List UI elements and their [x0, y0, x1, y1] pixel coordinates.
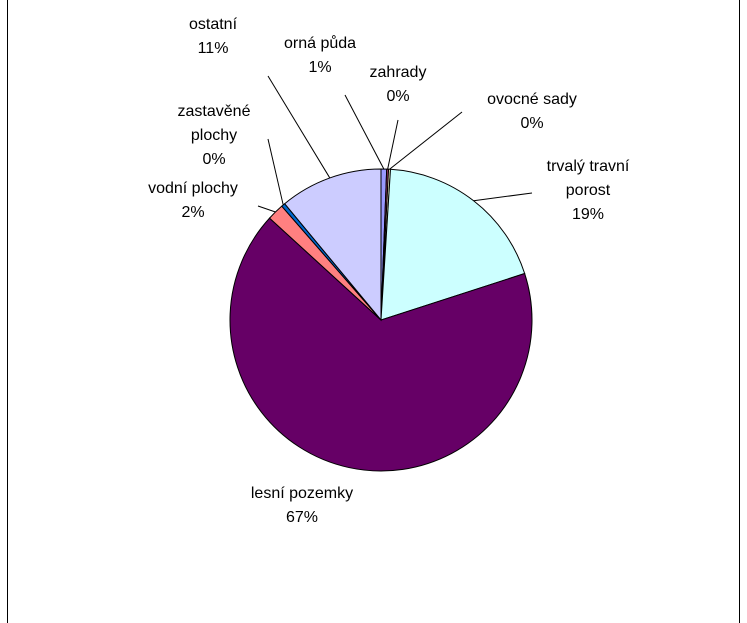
- slice-label: ostatní 11%: [189, 16, 238, 57]
- leader-line: [344, 94, 385, 170]
- slice-label: ovocné sady 0%: [487, 91, 577, 132]
- leader-line: [473, 192, 533, 202]
- pie-slice: [380, 168, 526, 321]
- chart-frame: [7, 0, 740, 623]
- slice-label: orná půda 1%: [284, 34, 356, 76]
- leader-line: [257, 205, 276, 213]
- slice-label: zastavěné plochy 0%: [178, 103, 251, 168]
- slice-label: trvalý travní porost 19%: [547, 158, 630, 223]
- slice-label: zahrady 0%: [370, 64, 427, 105]
- slice-label: vodní plochy 2%: [148, 180, 238, 221]
- pie-slice: [283, 168, 382, 322]
- leader-line: [389, 111, 463, 170]
- pie-slice: [229, 217, 533, 472]
- leader-line: [267, 75, 331, 179]
- leader-line: [267, 138, 284, 206]
- slice-labels: orná půda 1% zahrady 0% ovocné sady 0% trvalý …: [148, 16, 630, 526]
- slice-label: lesní pozemky 67%: [251, 485, 353, 526]
- leader-line: [387, 119, 399, 170]
- leader-lines: [257, 75, 533, 213]
- pie-slices: [229, 168, 533, 472]
